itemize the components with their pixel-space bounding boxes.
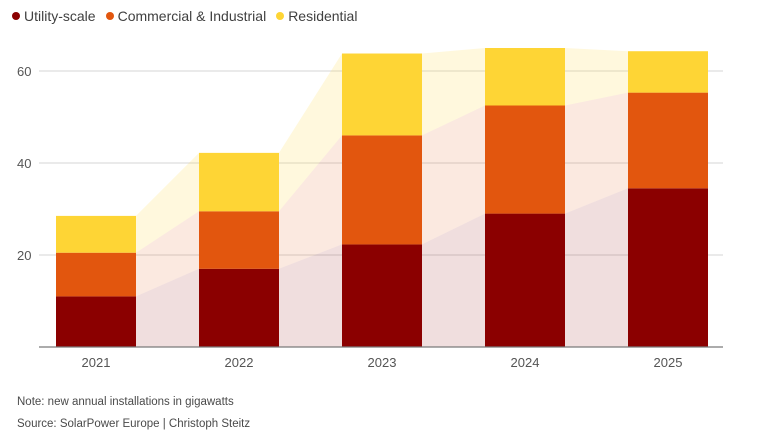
bar-utility-scale-2021 bbox=[56, 296, 136, 347]
bar-commercial-industrial-2025 bbox=[628, 92, 708, 189]
bar-residential-2025 bbox=[628, 51, 708, 93]
legend-label-commercial-industrial: Commercial & Industrial bbox=[117, 8, 267, 24]
x-tick-label-2022: 2022 bbox=[225, 355, 254, 370]
y-tick-label-40: 40 bbox=[17, 156, 31, 171]
bar-commercial-industrial-2022 bbox=[199, 211, 279, 269]
bar-residential-2024 bbox=[485, 48, 565, 106]
stacked-bar-chart: 20 40 60 2021 2022 2023 2024 2025 bbox=[17, 48, 723, 370]
bar-residential-2021 bbox=[56, 215, 136, 253]
legend-label-utility-scale: Utility-scale bbox=[24, 8, 96, 24]
bar-utility-scale-2022 bbox=[199, 268, 279, 347]
chart-source: Source: SolarPower Europe | Christoph St… bbox=[17, 418, 251, 430]
legend-swatch-residential bbox=[276, 12, 285, 20]
y-tick-label-20: 20 bbox=[17, 248, 31, 263]
legend-item-commercial-industrial: Commercial & Industrial bbox=[105, 8, 267, 24]
x-tick-label-2021: 2021 bbox=[82, 355, 111, 370]
x-tick-label-2024: 2024 bbox=[511, 355, 540, 370]
legend-label-residential: Residential bbox=[288, 8, 358, 24]
chart-note: Note: new annual installations in gigawa… bbox=[17, 396, 234, 408]
bar-residential-2022 bbox=[199, 152, 279, 212]
bar-commercial-industrial-2024 bbox=[485, 105, 565, 214]
bar-commercial-industrial-2023 bbox=[342, 135, 422, 245]
bar-utility-scale-2024 bbox=[485, 213, 565, 347]
x-tick-label-2023: 2023 bbox=[368, 355, 397, 370]
legend: Utility-scale Commercial & Industrial Re… bbox=[12, 6, 367, 26]
y-tick-label-60: 60 bbox=[17, 64, 31, 79]
x-tick-label-2025: 2025 bbox=[654, 355, 683, 370]
bar-utility-scale-2023 bbox=[342, 244, 422, 347]
legend-item-residential: Residential bbox=[276, 8, 357, 24]
bar-residential-2023 bbox=[342, 53, 422, 136]
bar-commercial-industrial-2021 bbox=[56, 252, 136, 297]
legend-swatch-utility-scale bbox=[12, 12, 20, 20]
bar-utility-scale-2025 bbox=[628, 188, 708, 347]
legend-swatch-commercial-industrial bbox=[105, 12, 114, 20]
legend-item-utility-scale: Utility-scale bbox=[12, 8, 96, 24]
